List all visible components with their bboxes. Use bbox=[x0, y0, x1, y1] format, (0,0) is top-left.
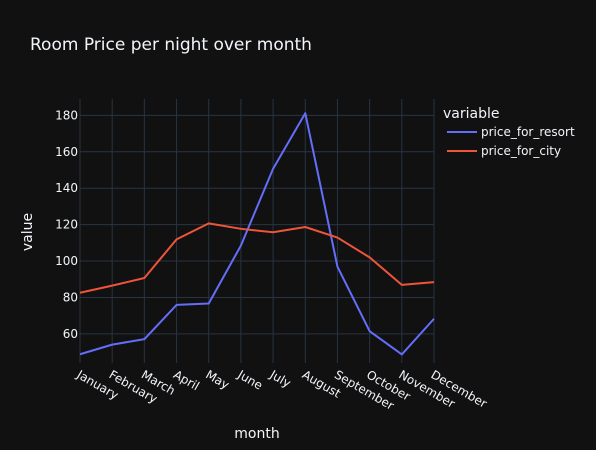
legend: variable price_for_resort price_for_city bbox=[443, 106, 575, 158]
y-tick-label: 180 bbox=[55, 108, 78, 122]
y-axis-ticks: 60 80 100 120 140 160 180 bbox=[55, 108, 78, 340]
y-axis-title: value bbox=[20, 213, 36, 251]
y-tick-label: 60 bbox=[63, 327, 78, 341]
legend-title: variable bbox=[443, 106, 499, 122]
y-tick-label: 160 bbox=[55, 145, 78, 159]
series-line-price_for_city bbox=[79, 222, 435, 294]
legend-label: price_for_city bbox=[481, 144, 561, 158]
y-tick-label: 120 bbox=[55, 218, 78, 232]
grid bbox=[79, 99, 435, 363]
y-tick-label: 100 bbox=[55, 254, 78, 268]
legend-label: price_for_resort bbox=[481, 125, 575, 139]
y-tick-label: 80 bbox=[63, 290, 78, 304]
y-tick-label: 140 bbox=[55, 181, 78, 195]
plot-area bbox=[79, 112, 435, 356]
series-line-price_for_resort bbox=[79, 112, 435, 356]
x-axis-title: month bbox=[234, 426, 279, 442]
chart-title: Room Price per night over month bbox=[30, 35, 312, 55]
